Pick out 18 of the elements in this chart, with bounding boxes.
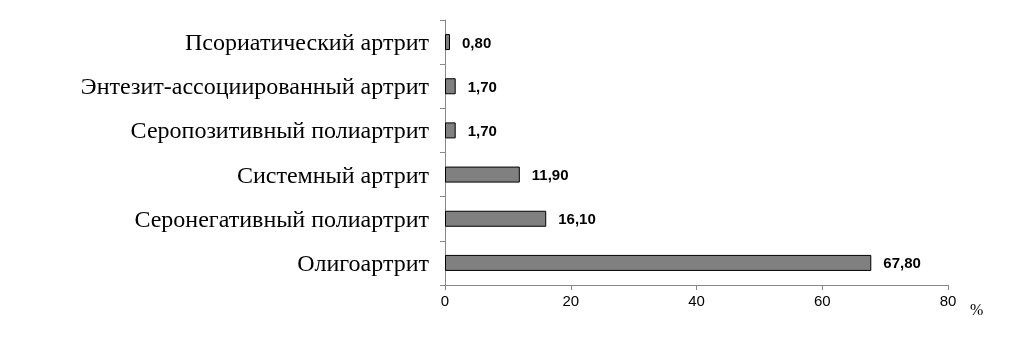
x-tick-label: 0 xyxy=(440,292,450,309)
y-tick-label: Олигоартрит xyxy=(297,249,430,276)
data-label: 11,90 xyxy=(531,166,569,184)
x-tick-label: 40 xyxy=(688,292,705,309)
data-label: 0,80 xyxy=(462,33,492,51)
data-label: 1,70 xyxy=(467,121,497,139)
x-tick-label: 60 xyxy=(813,292,831,309)
y-tick-label: Псориатический артрит xyxy=(185,29,430,56)
data-label: 67,80 xyxy=(883,254,921,272)
y-tick-label: Серонегативный полиартрит xyxy=(134,205,430,232)
x-axis-title: % xyxy=(970,300,984,318)
data-label: 1,70 xyxy=(467,77,497,95)
y-tick-label: Системный артрит xyxy=(236,161,430,188)
x-tick-label: 80 xyxy=(939,292,957,309)
data-label: 16,10 xyxy=(558,210,596,228)
y-tick-label: Энтезит-ассоциированный артрит xyxy=(80,73,430,100)
y-tick-label: Серопозитивный полиартрит xyxy=(130,117,430,144)
x-tick-label: 20 xyxy=(562,292,580,309)
